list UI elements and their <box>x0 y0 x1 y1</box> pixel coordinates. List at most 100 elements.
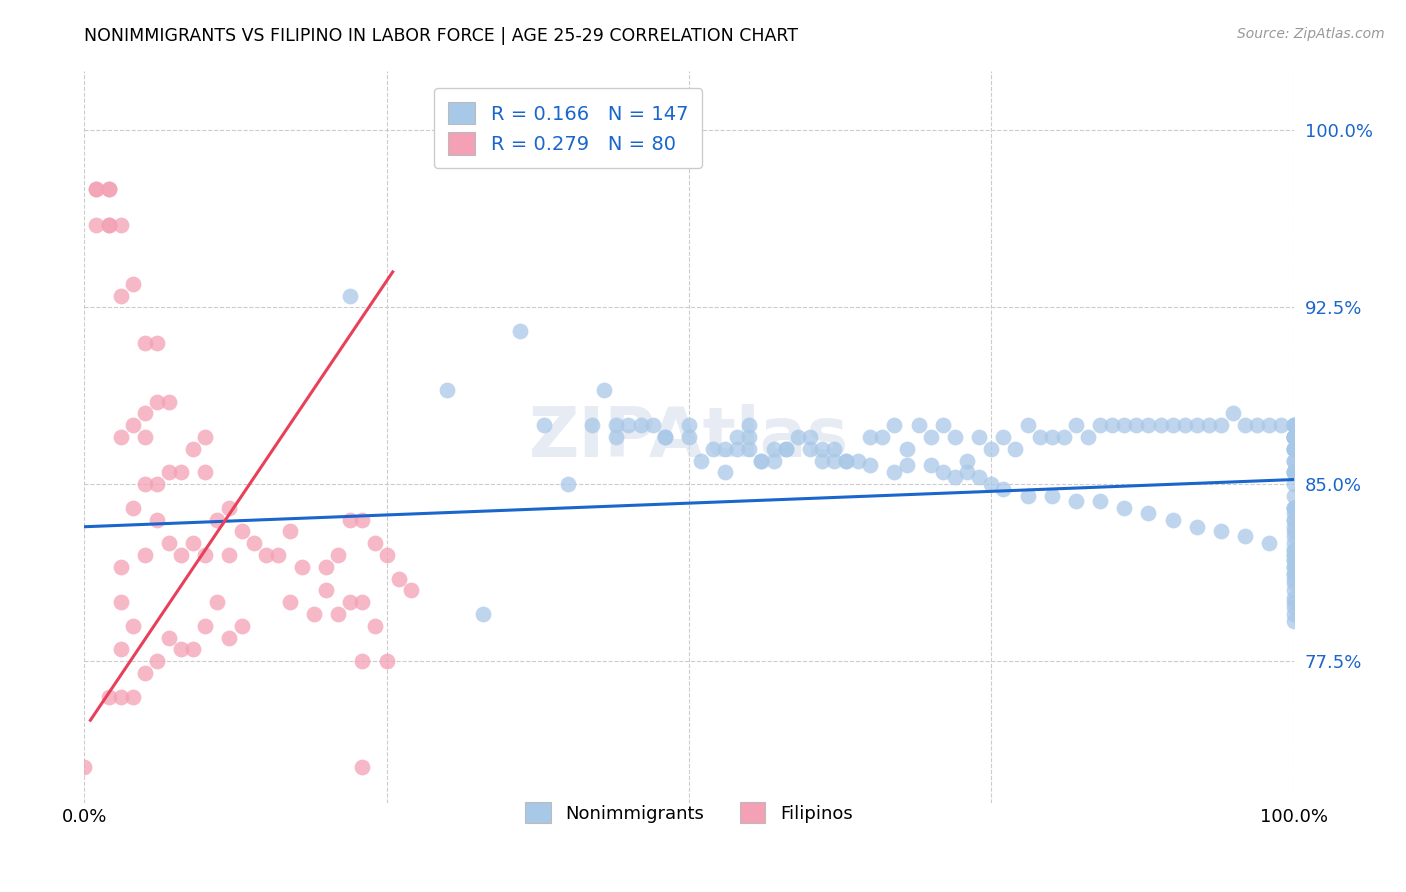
Point <box>1017 418 1039 433</box>
Point <box>278 595 301 609</box>
Point <box>738 442 761 456</box>
Point <box>218 631 240 645</box>
Point <box>1282 442 1305 456</box>
Point <box>86 182 108 196</box>
Point <box>811 442 834 456</box>
Point <box>751 453 773 467</box>
Point <box>1282 513 1305 527</box>
Point <box>932 466 955 480</box>
Point <box>339 513 361 527</box>
Point <box>254 548 277 562</box>
Point <box>1282 566 1305 581</box>
Point <box>181 642 204 657</box>
Point <box>762 453 785 467</box>
Point <box>725 430 748 444</box>
Point <box>121 277 143 291</box>
Point <box>1282 599 1305 614</box>
Point <box>896 442 918 456</box>
Point <box>859 458 882 473</box>
Point <box>835 453 858 467</box>
Point <box>1282 559 1305 574</box>
Point <box>1282 548 1305 562</box>
Point <box>1137 506 1160 520</box>
Point <box>1282 430 1305 444</box>
Point <box>110 642 132 657</box>
Point <box>315 583 337 598</box>
Point <box>1209 524 1232 539</box>
Point <box>738 430 761 444</box>
Point <box>110 559 132 574</box>
Point <box>1174 418 1197 433</box>
Point <box>146 394 169 409</box>
Point <box>1282 513 1305 527</box>
Point <box>943 430 966 444</box>
Point <box>146 513 169 527</box>
Point <box>1222 407 1244 421</box>
Point <box>1234 529 1257 543</box>
Point <box>896 458 918 473</box>
Point <box>207 513 229 527</box>
Point <box>1282 430 1305 444</box>
Point <box>872 430 894 444</box>
Point <box>1185 418 1208 433</box>
Point <box>1282 500 1305 515</box>
Point <box>157 466 180 480</box>
Point <box>1064 493 1087 508</box>
Point <box>1040 430 1063 444</box>
Point <box>883 466 905 480</box>
Point <box>1282 591 1305 605</box>
Text: Source: ZipAtlas.com: Source: ZipAtlas.com <box>1237 27 1385 41</box>
Point <box>97 218 120 232</box>
Point <box>1198 418 1220 433</box>
Point <box>363 619 385 633</box>
Point <box>231 524 253 539</box>
Point <box>1053 430 1076 444</box>
Point <box>1258 418 1281 433</box>
Point <box>388 572 411 586</box>
Point <box>1270 418 1292 433</box>
Point <box>762 442 785 456</box>
Point <box>207 595 229 609</box>
Point <box>1282 595 1305 609</box>
Point <box>242 536 264 550</box>
Point <box>194 548 217 562</box>
Point <box>1137 418 1160 433</box>
Point <box>157 394 180 409</box>
Point <box>218 548 240 562</box>
Point <box>194 619 217 633</box>
Point <box>278 524 301 539</box>
Point <box>134 430 156 444</box>
Point <box>799 430 821 444</box>
Point <box>605 430 627 444</box>
Point <box>231 619 253 633</box>
Text: NONIMMIGRANTS VS FILIPINO IN LABOR FORCE | AGE 25-29 CORRELATION CHART: NONIMMIGRANTS VS FILIPINO IN LABOR FORCE… <box>84 27 799 45</box>
Point <box>194 430 217 444</box>
Point <box>157 536 180 550</box>
Point <box>1282 489 1305 503</box>
Point <box>641 418 664 433</box>
Point <box>1282 418 1305 433</box>
Point <box>846 453 869 467</box>
Point <box>980 477 1002 491</box>
Point <box>1282 566 1305 581</box>
Point <box>146 335 169 350</box>
Point <box>339 288 361 302</box>
Point <box>943 470 966 484</box>
Point <box>1282 418 1305 433</box>
Point <box>993 482 1015 496</box>
Point <box>181 536 204 550</box>
Point <box>339 595 361 609</box>
Point <box>146 654 169 668</box>
Point <box>315 559 337 574</box>
Point <box>1282 559 1305 574</box>
Point <box>436 383 458 397</box>
Point <box>110 288 132 302</box>
Point <box>134 407 156 421</box>
Point <box>1282 453 1305 467</box>
Point <box>907 418 929 433</box>
Point <box>956 453 979 467</box>
Point <box>775 442 797 456</box>
Point <box>97 690 120 704</box>
Point <box>1088 418 1111 433</box>
Point <box>194 466 217 480</box>
